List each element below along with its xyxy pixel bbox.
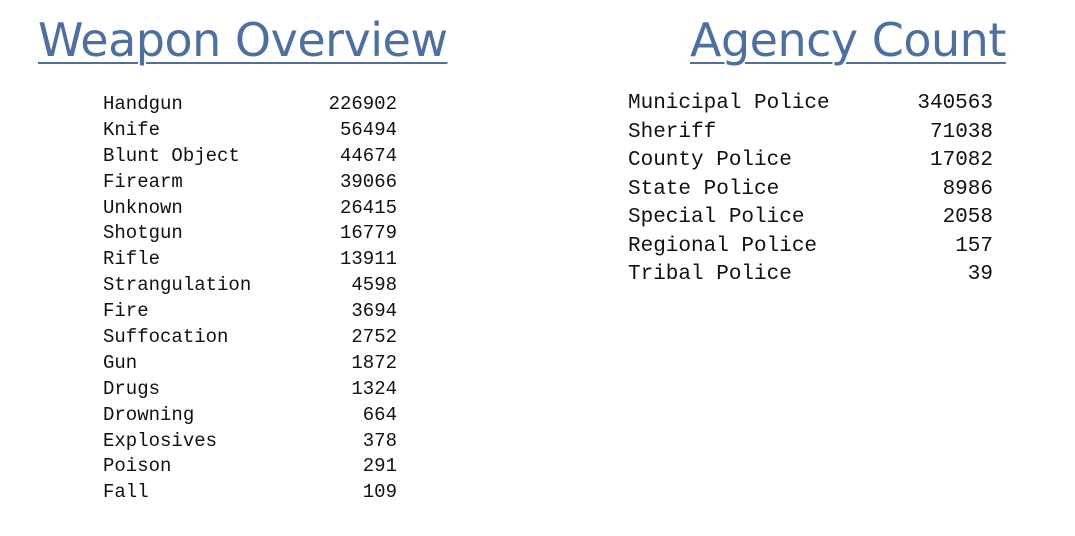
agency-count: 157: [955, 234, 993, 258]
weapon-count: 16779: [339, 222, 397, 245]
weapon-count: 664: [362, 403, 397, 426]
weapon-count: 39066: [339, 170, 397, 193]
weapon-count: 56494: [339, 118, 397, 141]
agency-label: Sheriff: [628, 120, 717, 144]
table-row: Blunt Object 44674: [103, 144, 397, 170]
table-row: State Police 8986: [628, 176, 993, 205]
weapon-count: 1324: [351, 377, 397, 400]
weapon-table: Handgun 226902 Knife 56494 Blunt Object 446…: [103, 92, 397, 506]
agency-label: Regional Police: [628, 234, 818, 258]
weapon-label: Shotgun: [103, 222, 183, 245]
weapon-label: Fall: [103, 481, 149, 504]
agency-table: Municipal Police 340563 Sheriff 71038 Coun…: [628, 90, 993, 290]
agency-count: 2058: [942, 206, 993, 229]
weapon-label: Unknown: [103, 196, 183, 219]
agency-count-heading: Agency Count: [690, 13, 1006, 67]
weapon-overview-heading: Weapon Overview: [38, 13, 448, 67]
weapon-label: Rifle: [103, 248, 161, 271]
agency-label: Municipal Police: [628, 92, 830, 115]
table-row: Strangulation 4598: [103, 273, 397, 299]
weapon-label: Suffocation: [103, 326, 229, 349]
table-row: Poison 291: [103, 454, 397, 480]
table-row: Unknown 26415: [103, 196, 397, 222]
agency-count: 8986: [942, 177, 993, 201]
weapon-label: Blunt Object: [103, 144, 240, 167]
table-row: Tribal Police 39: [628, 261, 993, 290]
table-row: County Police 17082: [628, 147, 993, 176]
weapon-count: 13911: [339, 248, 397, 271]
weapon-label: Drugs: [103, 377, 161, 400]
weapon-label: Fire: [103, 300, 149, 323]
weapon-label: Drowning: [103, 403, 195, 426]
weapon-count: 44674: [339, 144, 397, 167]
table-row: Gun 1872: [103, 351, 397, 377]
weapon-count: 291: [362, 455, 397, 478]
table-row: Rifle 13911: [103, 247, 397, 273]
agency-label: County Police: [628, 149, 792, 172]
weapon-count: 4598: [351, 274, 397, 297]
table-row: Fall 109: [103, 480, 397, 506]
table-row: Knife 56494: [103, 118, 397, 144]
weapon-label: Firearm: [103, 170, 183, 193]
table-row: Regional Police 157: [628, 233, 993, 262]
agency-label: Tribal Police: [628, 263, 792, 286]
table-row: Municipal Police 340563: [628, 90, 993, 119]
agency-count: 71038: [929, 120, 993, 144]
table-row: Fire 3694: [103, 299, 397, 325]
agency-count: 39: [967, 263, 993, 286]
weapon-count: 1872: [351, 351, 397, 374]
weapon-count: 26415: [339, 196, 397, 219]
table-row: Drowning 664: [103, 403, 397, 429]
weapon-label: Poison: [103, 455, 172, 478]
table-row: Drugs 1324: [103, 377, 397, 403]
table-row: Explosives 378: [103, 429, 397, 455]
weapon-label: Explosives: [103, 429, 218, 452]
weapon-label: Knife: [103, 118, 161, 141]
table-row: Sheriff 71038: [628, 119, 993, 148]
table-row: Firearm 39066: [103, 170, 397, 196]
agency-count: 17082: [929, 149, 993, 172]
table-row: Special Police 2058: [628, 204, 993, 233]
weapon-label: Gun: [103, 351, 138, 374]
agency-count: 340563: [917, 92, 993, 115]
weapon-count: 3694: [351, 300, 397, 323]
table-row: Suffocation 2752: [103, 325, 397, 351]
table-row: Handgun 226902: [103, 92, 397, 118]
agency-label: Special Police: [628, 206, 805, 229]
weapon-count: 378: [362, 429, 397, 452]
weapon-count: 2752: [351, 326, 397, 349]
weapon-label: Handgun: [103, 93, 183, 115]
weapon-count: 109: [362, 481, 397, 504]
weapon-count: 226902: [328, 93, 397, 115]
weapon-label: Strangulation: [103, 274, 252, 297]
table-row: Shotgun 16779: [103, 221, 397, 247]
agency-label: State Police: [628, 177, 780, 201]
